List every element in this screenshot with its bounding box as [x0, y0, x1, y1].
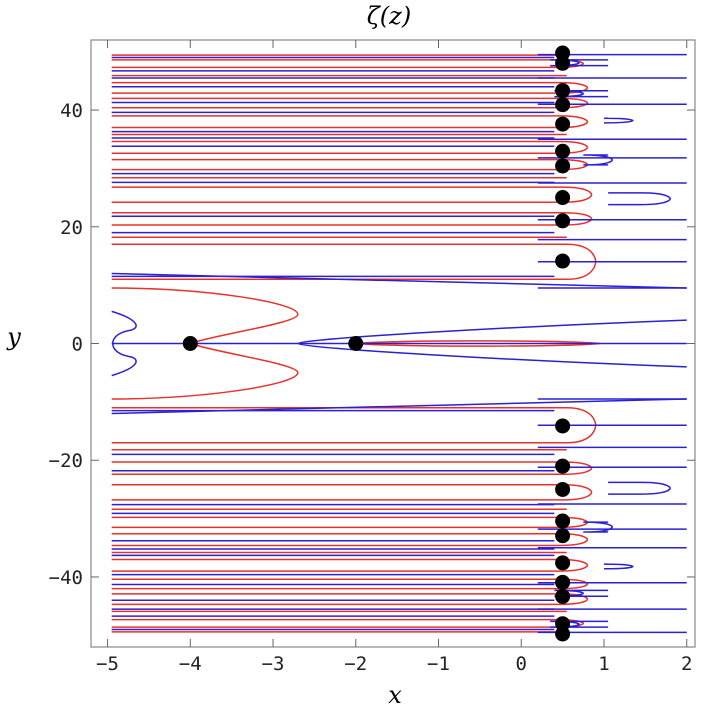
x-axis-label: x [388, 681, 402, 709]
red-contour-loop [111, 578, 589, 590]
y-tick-label: 20 [60, 217, 83, 239]
zero-point [182, 336, 198, 351]
blue-contour-wiggle [111, 310, 137, 377]
zero-point [555, 616, 571, 632]
zero-point [555, 143, 571, 159]
x-tick-label: −5 [96, 653, 119, 675]
x-tick-label: −1 [427, 653, 450, 675]
zeros-points [182, 45, 571, 642]
blue-contour-line [111, 398, 687, 415]
red-contour-loop [111, 618, 585, 628]
red-contour-loop [111, 115, 589, 129]
red-contour-loop [111, 212, 593, 226]
blue-contour-loop [603, 563, 634, 570]
red-contour-loop [111, 243, 597, 281]
red-contour-loop [111, 140, 589, 154]
red-contour-loop [111, 97, 589, 109]
zero-point [555, 45, 571, 61]
blue-contour-loop [603, 117, 634, 124]
red-contour-loop [111, 406, 597, 444]
zero-point [555, 458, 571, 474]
red-contour-loop [111, 186, 593, 204]
red-contour-loop [111, 461, 593, 475]
red-contour-loop [111, 533, 589, 547]
zero-point [555, 213, 571, 229]
blue-contour-loop [583, 521, 614, 533]
zero-point [555, 97, 571, 113]
zero-point [555, 418, 571, 434]
zero-point [555, 158, 571, 174]
y-tick-label: −40 [49, 567, 83, 589]
red-contour-loop [111, 483, 593, 501]
y-axis-label: y [6, 323, 21, 351]
zero-point [555, 116, 571, 132]
contour-lines [111, 53, 687, 634]
red-contour-loop [111, 158, 589, 171]
zero-point [555, 513, 571, 529]
y-tick-label: 40 [60, 100, 83, 122]
zero-point [555, 83, 571, 99]
zero-point [555, 55, 571, 71]
zero-point [348, 336, 364, 351]
zero-point [555, 481, 571, 497]
x-tick-label: −2 [344, 653, 367, 675]
x-tick-label: 1 [598, 653, 609, 675]
zero-point [555, 528, 571, 544]
blue-contour-line [111, 272, 687, 289]
x-tick-label: −4 [179, 653, 202, 675]
y-tick-label: 0 [72, 334, 83, 356]
zero-point [555, 253, 571, 269]
zero-point [555, 574, 571, 590]
red-contour-loop [111, 593, 589, 606]
blue-contour-loop [608, 192, 671, 206]
red-contour-loop [111, 558, 589, 572]
red-contour-loop [111, 516, 589, 529]
y-tick-label: −20 [49, 450, 83, 472]
y-axis-ticks: −40 −20 0 20 40 [49, 100, 695, 589]
red-contour-loop [111, 81, 589, 94]
zero-point [555, 588, 571, 604]
red-contour-loop [111, 59, 585, 69]
x-tick-label: −3 [262, 653, 285, 675]
zero-point [555, 190, 571, 206]
x-tick-label: 0 [516, 653, 527, 675]
blue-contour-loop [608, 481, 671, 495]
x-axis-ticks: −5 −4 −3 −2 −1 0 1 2 [96, 40, 692, 675]
zero-point [555, 555, 571, 571]
x-tick-label: 2 [681, 653, 692, 675]
blue-contour-loop [583, 154, 614, 166]
chart-title: ζ(z) [367, 2, 411, 30]
zero-point [555, 626, 571, 642]
